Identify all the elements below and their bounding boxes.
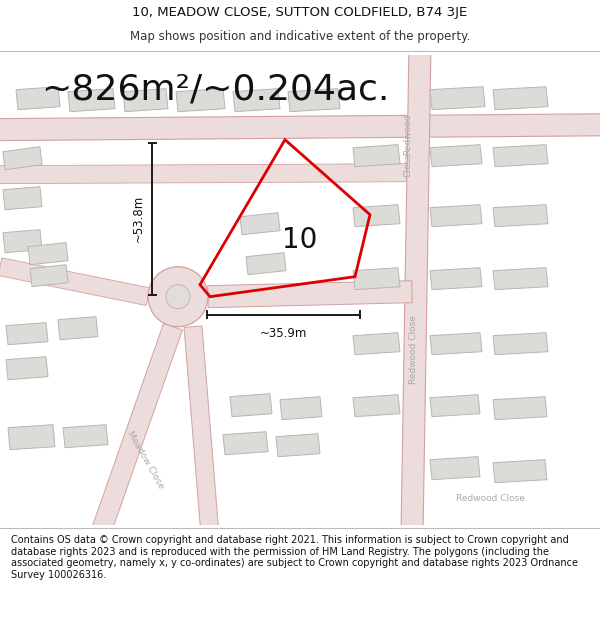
Polygon shape (30, 265, 68, 287)
Text: Meadow Close: Meadow Close (125, 429, 165, 490)
Text: Redwood: Redwood (404, 114, 413, 156)
Text: Redwood Close: Redwood Close (455, 494, 524, 502)
Polygon shape (430, 268, 482, 290)
Polygon shape (6, 322, 48, 345)
Polygon shape (28, 242, 68, 265)
Text: ~35.9m: ~35.9m (260, 327, 307, 340)
Text: Contains OS data © Crown copyright and database right 2021. This information is : Contains OS data © Crown copyright and d… (11, 535, 578, 580)
Polygon shape (353, 332, 400, 355)
Polygon shape (91, 323, 182, 538)
Polygon shape (3, 229, 42, 253)
Polygon shape (353, 205, 400, 227)
Polygon shape (493, 332, 548, 355)
Polygon shape (0, 114, 600, 141)
Polygon shape (3, 147, 42, 169)
Polygon shape (353, 268, 400, 290)
Text: 10, MEADOW CLOSE, SUTTON COLDFIELD, B74 3JE: 10, MEADOW CLOSE, SUTTON COLDFIELD, B74 … (133, 6, 467, 19)
Polygon shape (493, 459, 547, 482)
Polygon shape (58, 317, 98, 340)
Polygon shape (16, 87, 60, 110)
Polygon shape (0, 164, 415, 184)
Polygon shape (401, 44, 431, 535)
Polygon shape (430, 457, 480, 480)
Polygon shape (276, 434, 320, 457)
Polygon shape (8, 425, 55, 449)
Text: Close: Close (404, 152, 413, 177)
Polygon shape (493, 268, 548, 290)
Polygon shape (246, 253, 286, 275)
Polygon shape (430, 87, 485, 110)
Polygon shape (0, 258, 150, 306)
Text: Redwood Close: Redwood Close (409, 315, 418, 384)
Polygon shape (63, 425, 108, 448)
Polygon shape (493, 205, 548, 227)
Polygon shape (176, 89, 225, 112)
Polygon shape (208, 281, 412, 308)
Text: 10: 10 (283, 226, 317, 254)
Text: Map shows position and indicative extent of the property.: Map shows position and indicative extent… (130, 31, 470, 43)
Polygon shape (430, 205, 482, 227)
Polygon shape (6, 357, 48, 379)
Polygon shape (233, 89, 280, 112)
Polygon shape (430, 395, 480, 417)
Polygon shape (280, 397, 322, 420)
Circle shape (166, 285, 190, 309)
Polygon shape (223, 432, 268, 454)
Polygon shape (240, 213, 280, 234)
Polygon shape (493, 397, 547, 420)
Polygon shape (123, 89, 168, 112)
Polygon shape (68, 89, 115, 112)
Polygon shape (353, 395, 400, 417)
Polygon shape (288, 89, 340, 112)
Text: ~53.8m: ~53.8m (132, 195, 145, 242)
Polygon shape (493, 87, 548, 110)
Polygon shape (184, 326, 219, 536)
Polygon shape (353, 144, 400, 167)
Text: ~826m²/~0.204ac.: ~826m²/~0.204ac. (41, 72, 389, 107)
Polygon shape (430, 144, 482, 167)
Polygon shape (3, 187, 42, 210)
Circle shape (148, 267, 208, 327)
Polygon shape (230, 394, 272, 417)
Polygon shape (430, 332, 482, 355)
Polygon shape (493, 144, 548, 167)
